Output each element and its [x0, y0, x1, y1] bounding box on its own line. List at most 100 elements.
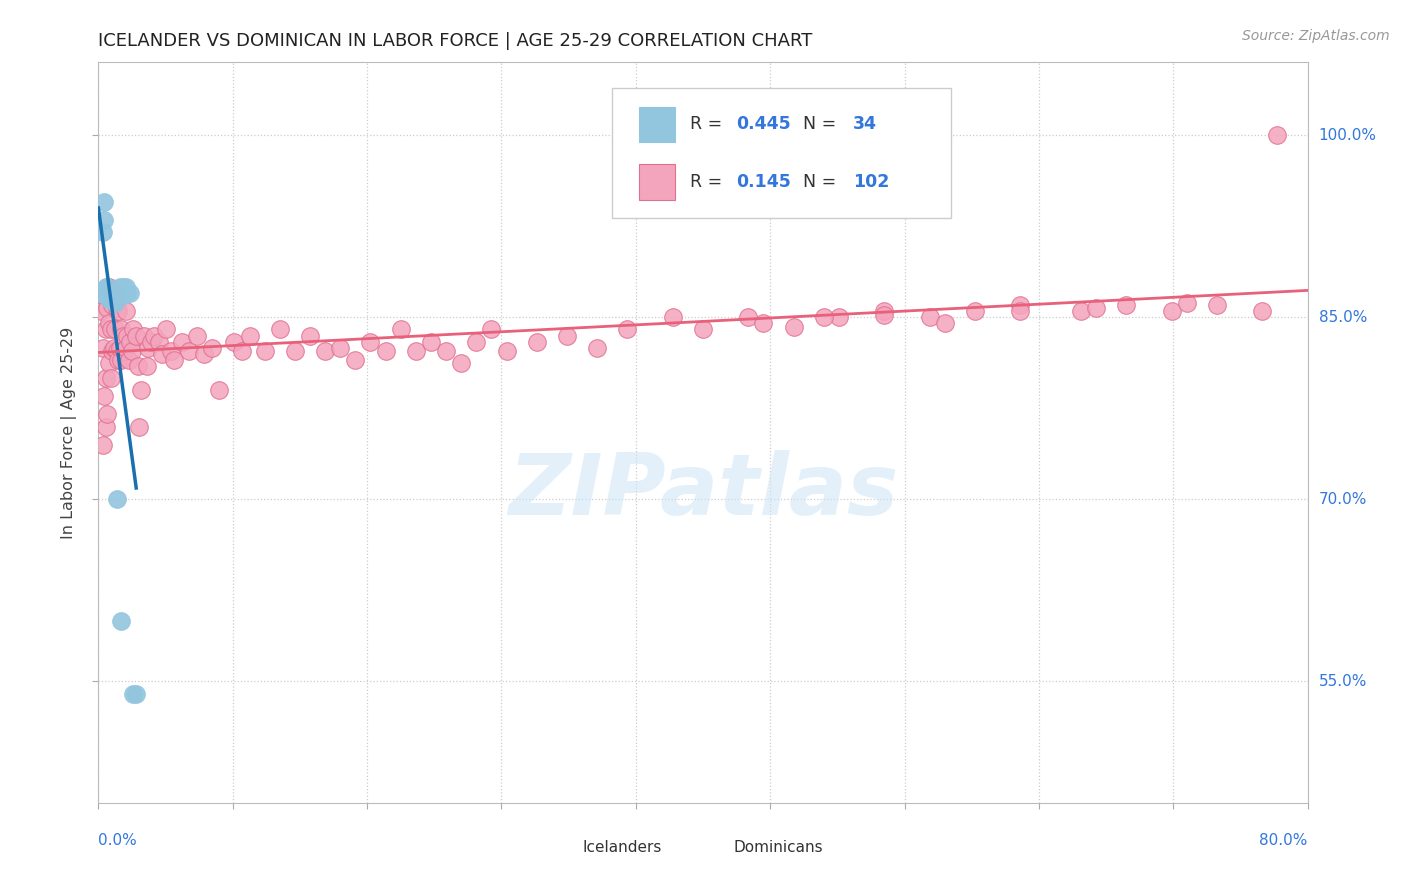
- Point: [224, 334, 246, 349]
- Point: [90, 286, 112, 301]
- Point: [100, 286, 122, 301]
- FancyBboxPatch shape: [638, 164, 675, 200]
- Point: [110, 352, 132, 367]
- Point: [104, 295, 127, 310]
- Point: [481, 322, 503, 336]
- Point: [98, 288, 121, 302]
- Point: [1115, 298, 1137, 312]
- Point: [186, 328, 208, 343]
- Point: [98, 317, 121, 331]
- Point: [616, 322, 638, 336]
- Point: [122, 322, 145, 336]
- Point: [93, 194, 115, 209]
- Point: [918, 310, 941, 325]
- Y-axis label: In Labor Force | Age 25-29: In Labor Force | Age 25-29: [60, 326, 77, 539]
- Text: R =: R =: [690, 115, 727, 134]
- Point: [127, 359, 149, 373]
- Point: [314, 344, 336, 359]
- Text: 0.145: 0.145: [735, 173, 790, 191]
- Point: [94, 280, 117, 294]
- Point: [752, 317, 775, 331]
- Point: [692, 322, 714, 336]
- Point: [555, 328, 578, 343]
- Text: ICELANDER VS DOMINICAN IN LABOR FORCE | AGE 25-29 CORRELATION CHART: ICELANDER VS DOMINICAN IN LABOR FORCE | …: [98, 32, 813, 50]
- Point: [284, 344, 307, 359]
- Text: Dominicans: Dominicans: [734, 839, 823, 855]
- Point: [135, 359, 157, 373]
- Point: [208, 383, 231, 397]
- Text: 0.0%: 0.0%: [98, 833, 138, 848]
- Point: [122, 687, 145, 701]
- Point: [115, 286, 138, 301]
- Point: [128, 419, 150, 434]
- Point: [98, 356, 121, 370]
- Point: [737, 310, 759, 325]
- Point: [873, 304, 896, 318]
- Point: [98, 286, 121, 301]
- Point: [1010, 304, 1032, 318]
- FancyBboxPatch shape: [703, 835, 730, 861]
- Point: [329, 341, 352, 355]
- Point: [103, 292, 125, 306]
- Point: [107, 288, 129, 302]
- Point: [125, 328, 148, 343]
- Point: [96, 301, 118, 315]
- Point: [103, 292, 125, 306]
- Point: [94, 371, 117, 385]
- Point: [101, 344, 124, 359]
- Point: [450, 356, 472, 370]
- Point: [299, 328, 322, 343]
- Text: N =: N =: [793, 115, 842, 134]
- Point: [108, 280, 131, 294]
- Point: [965, 304, 987, 318]
- Point: [132, 328, 155, 343]
- Point: [103, 286, 125, 301]
- Point: [1267, 128, 1289, 143]
- Point: [91, 225, 114, 239]
- Text: 100.0%: 100.0%: [1319, 128, 1376, 143]
- Point: [107, 304, 129, 318]
- Point: [96, 408, 118, 422]
- FancyBboxPatch shape: [551, 835, 578, 861]
- Point: [107, 352, 129, 367]
- Text: 55.0%: 55.0%: [1319, 674, 1367, 689]
- Point: [94, 286, 117, 301]
- Text: R =: R =: [690, 173, 727, 191]
- Point: [344, 352, 367, 367]
- Point: [155, 322, 177, 336]
- Point: [111, 286, 134, 301]
- Point: [405, 344, 427, 359]
- Point: [96, 280, 118, 294]
- Point: [105, 344, 128, 359]
- Text: 70.0%: 70.0%: [1319, 491, 1367, 507]
- Point: [91, 341, 114, 355]
- Point: [104, 322, 127, 336]
- Point: [179, 344, 201, 359]
- Point: [114, 341, 136, 355]
- Point: [129, 383, 152, 397]
- Point: [111, 328, 134, 343]
- Point: [101, 298, 124, 312]
- Point: [105, 492, 128, 507]
- Point: [813, 310, 835, 325]
- Text: 80.0%: 80.0%: [1260, 833, 1308, 848]
- Point: [253, 344, 276, 359]
- Point: [1085, 301, 1108, 315]
- Point: [121, 344, 143, 359]
- FancyBboxPatch shape: [613, 88, 950, 218]
- Point: [148, 334, 170, 349]
- Point: [150, 347, 173, 361]
- Point: [1251, 304, 1274, 318]
- Point: [1070, 304, 1092, 318]
- Point: [586, 341, 609, 355]
- Point: [98, 284, 121, 298]
- Point: [89, 286, 111, 301]
- Point: [434, 344, 457, 359]
- FancyBboxPatch shape: [638, 107, 675, 142]
- Point: [783, 320, 806, 334]
- Point: [101, 292, 124, 306]
- Point: [118, 352, 141, 367]
- Point: [91, 438, 114, 452]
- Point: [108, 341, 131, 355]
- Point: [100, 322, 122, 336]
